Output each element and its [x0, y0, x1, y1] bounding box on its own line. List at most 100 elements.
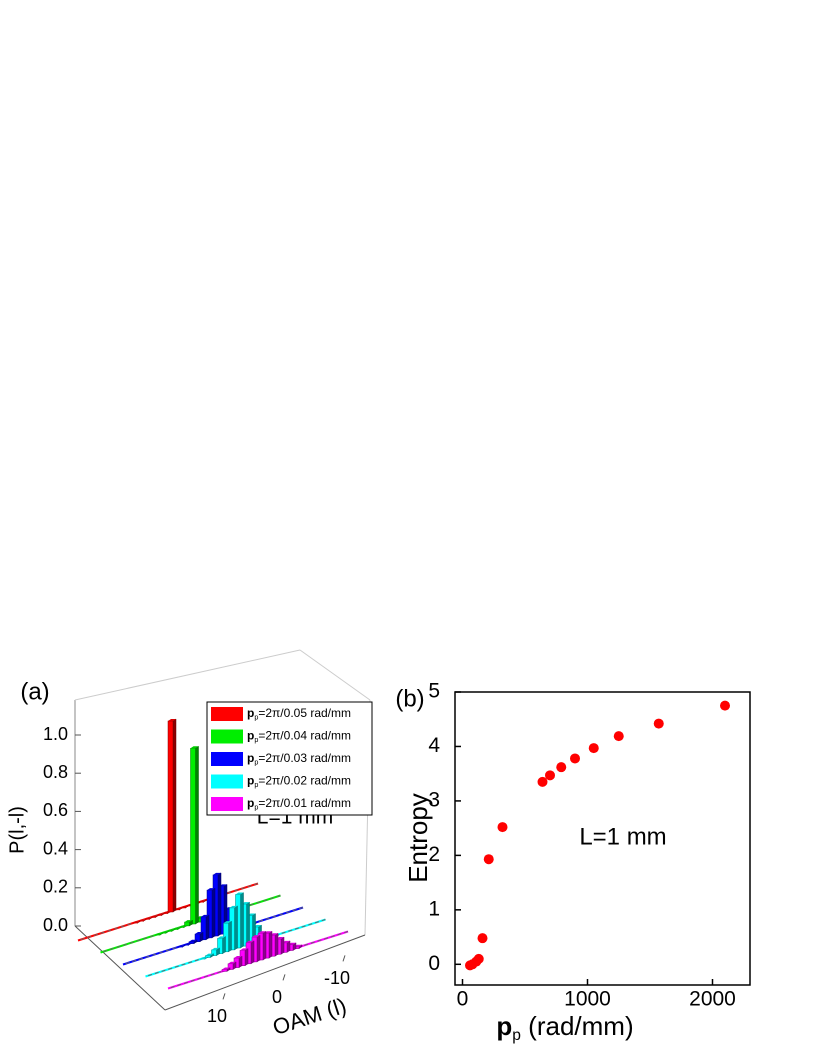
bar-top — [217, 936, 226, 939]
bar-top — [172, 927, 181, 930]
bar — [199, 957, 208, 960]
bar — [245, 940, 255, 965]
y-tick-label: 5 — [428, 680, 440, 703]
bar-top — [178, 925, 187, 928]
z-tick-label: 0.4 — [43, 838, 68, 858]
bar-top — [166, 929, 175, 932]
bar-top — [160, 931, 169, 934]
bar-side — [195, 745, 199, 925]
bar-side — [244, 947, 249, 967]
bar-side — [234, 905, 238, 951]
legend-label: pp=2π/0.05 rad/mm — [247, 706, 351, 721]
panel-label: (a) — [20, 678, 49, 705]
legend-swatch — [211, 752, 243, 766]
y-tick-label: 4 — [428, 734, 440, 757]
bar-side — [172, 718, 177, 913]
bar-top — [144, 917, 152, 920]
z-tick-label: 0.0 — [43, 915, 68, 935]
point — [497, 822, 508, 833]
bar-top — [198, 900, 206, 903]
bar-top — [168, 719, 176, 721]
bar-top — [234, 956, 242, 959]
bar-top — [183, 943, 191, 946]
x-tick — [342, 955, 346, 962]
bar-top — [207, 888, 215, 891]
x-tick-label: -10 — [324, 968, 350, 988]
bar-top — [177, 945, 185, 948]
bar — [227, 961, 237, 970]
bar-top — [252, 935, 260, 938]
bar-front — [167, 720, 174, 913]
y-axis-title: Entropy — [403, 793, 433, 883]
bar-front — [190, 748, 196, 925]
bar-front — [221, 969, 228, 972]
bar-front — [188, 941, 195, 944]
bar — [154, 933, 163, 936]
bar-side — [222, 935, 226, 955]
bar — [217, 935, 226, 955]
bar-top — [138, 919, 146, 922]
bar-side — [211, 887, 216, 939]
bar-side — [240, 892, 244, 949]
bar-top — [150, 915, 158, 918]
x-tick-label: 1000 — [564, 988, 611, 1011]
legend-swatch — [211, 729, 243, 744]
bar-side — [205, 914, 210, 941]
bar — [177, 945, 186, 948]
z-tick-label: 1.0 — [43, 724, 68, 744]
bar — [188, 939, 198, 945]
y-tick-label: 2 — [428, 843, 440, 866]
bar-front — [184, 921, 190, 927]
legend-swatch — [211, 797, 243, 811]
y-tick-label: 0 — [428, 952, 440, 975]
bar — [160, 931, 169, 934]
bar-top — [201, 914, 209, 917]
bar-top — [184, 920, 193, 923]
bar — [144, 917, 153, 920]
bar-side — [246, 901, 250, 947]
bar-side — [286, 940, 291, 953]
bar-side — [217, 872, 222, 937]
z-tick-label: 0.6 — [43, 800, 68, 820]
bar — [138, 919, 147, 922]
x-tick-label: 0 — [272, 987, 282, 1007]
panel-label: (b) — [395, 685, 424, 712]
bar — [167, 718, 177, 913]
bar — [166, 929, 175, 932]
bar-top — [195, 932, 203, 935]
bar-side — [238, 955, 243, 969]
bar-side — [256, 934, 261, 963]
bar — [211, 947, 220, 957]
bar — [156, 913, 165, 917]
bar — [206, 887, 216, 939]
point — [570, 753, 580, 764]
bar — [233, 955, 243, 969]
point — [613, 731, 624, 742]
bar-top — [213, 872, 221, 875]
point — [720, 700, 730, 711]
legend-swatch — [211, 774, 243, 789]
bar — [132, 921, 141, 924]
point — [477, 933, 488, 944]
bar — [251, 934, 261, 963]
bar — [223, 920, 232, 953]
z-tick-label: 0.2 — [43, 877, 68, 897]
bar — [194, 931, 204, 943]
bar — [221, 967, 231, 972]
bar — [198, 900, 207, 903]
legend-label: pp=2π/0.04 rad/mm — [247, 729, 351, 744]
bar-top — [162, 911, 170, 914]
bar-top — [246, 940, 254, 943]
bar-side — [262, 930, 267, 961]
bar-top — [258, 931, 266, 934]
y-tick-label: 1 — [428, 897, 440, 920]
point — [545, 770, 555, 781]
bar-top — [132, 921, 140, 924]
point — [483, 854, 494, 865]
bar — [162, 911, 171, 915]
bar-top — [222, 967, 230, 970]
annotation: L=1 mm — [579, 823, 666, 850]
bar-top — [199, 957, 208, 960]
frame-line — [299, 649, 371, 701]
